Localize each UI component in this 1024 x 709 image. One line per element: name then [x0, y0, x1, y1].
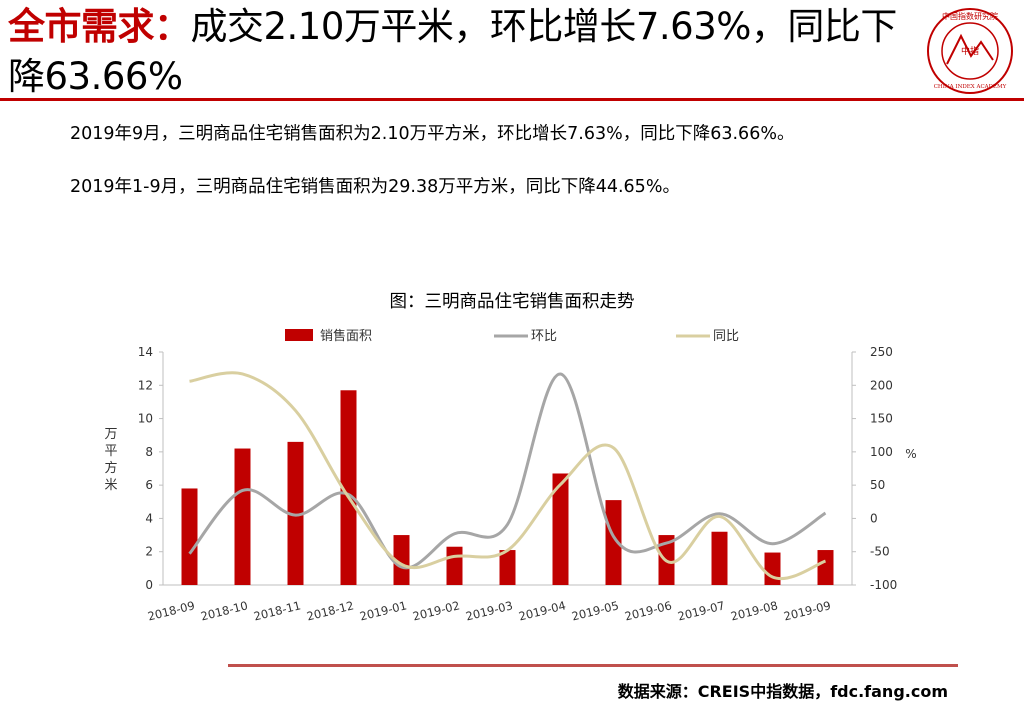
- y-tick-label-right: -100: [870, 578, 897, 592]
- y-tick-label-left: 12: [138, 378, 153, 392]
- bar-sales-area: [340, 390, 357, 585]
- y-tick-label-left: 2: [145, 545, 153, 559]
- footer-rule: [228, 664, 958, 667]
- bar-sales-area: [817, 550, 834, 585]
- legend-label-mom: 环比: [531, 329, 557, 344]
- page-title-highlight: 全市需求：: [8, 5, 191, 48]
- x-tick-label: 2019-04: [517, 598, 567, 623]
- y-tick-label-right: 200: [870, 378, 893, 392]
- x-tick-label: 2018-12: [305, 598, 355, 623]
- legend-swatch-sales-area: [285, 329, 313, 341]
- line-yoy: [189, 371, 827, 581]
- page-title: 全市需求：成交2.10万平米，环比增长7.63%，同比下降63.66%: [8, 2, 913, 102]
- x-tick-label: 2019-09: [782, 598, 832, 623]
- y-tick-label-left: 10: [138, 412, 153, 426]
- bar-sales-area: [393, 535, 410, 585]
- y-tick-label-left: 14: [138, 345, 153, 359]
- china-index-academy-logo: 中国指数研究院 中指 CHINA INDEX ACADEMY: [927, 8, 1013, 94]
- bar-sales-area: [499, 550, 516, 585]
- y-tick-label-right: 250: [870, 345, 893, 359]
- y-tick-label-right: 100: [870, 445, 893, 459]
- y2-axis-label: %: [905, 447, 916, 461]
- y-tick-label-left: 0: [145, 578, 153, 592]
- summary-ytd: 2019年1-9月，三明商品住宅销售面积为29.38万平方米，同比下降44.65…: [70, 177, 680, 197]
- y-tick-label-right: 50: [870, 478, 885, 492]
- x-tick-label: 2019-01: [358, 598, 408, 623]
- bar-sales-area: [234, 448, 251, 585]
- chart-title: 图：三明商品住宅销售面积走势: [389, 292, 635, 312]
- legend-label-yoy: 同比: [713, 329, 739, 344]
- data-source: 数据来源：CREIS中指数据，fdc.fang.com: [617, 682, 948, 701]
- x-tick-label: 2019-08: [729, 598, 779, 623]
- x-tick-label: 2018-10: [199, 598, 249, 623]
- y-tick-label-right: -50: [870, 545, 890, 559]
- y-axis-label-char: 平: [104, 444, 117, 459]
- page-title-text: 成交2.10万平米，环比增长7.63%，同比下降63.66%: [8, 5, 897, 98]
- summary-monthly: 2019年9月，三明商品住宅销售面积为2.10万平方米，环比增长7.63%，同比…: [70, 124, 795, 144]
- y-tick-label-left: 6: [145, 478, 153, 492]
- line-mom: [188, 372, 827, 570]
- bar-sales-area: [181, 488, 198, 585]
- bar-sales-area: [605, 500, 622, 585]
- x-tick-label: 2018-11: [252, 598, 302, 623]
- header-rule: [0, 98, 1024, 101]
- y-axis-label-char: 方: [104, 460, 117, 476]
- bar-sales-area: [711, 531, 728, 585]
- bar-sales-area: [287, 441, 304, 585]
- y-tick-label-right: 0: [870, 511, 878, 525]
- y-axis-label-char: 万: [104, 427, 117, 442]
- logo-text-center: 中指: [961, 45, 979, 57]
- bar-sales-area: [446, 546, 463, 585]
- y-tick-label-left: 8: [145, 445, 153, 459]
- x-tick-label: 2019-05: [570, 598, 620, 623]
- bar-sales-area: [764, 552, 781, 585]
- x-tick-label: 2019-06: [623, 598, 673, 623]
- x-tick-label: 2019-03: [464, 598, 514, 623]
- logo-text-bottom: CHINA INDEX ACADEMY: [934, 84, 1007, 90]
- logo-text-top: 中国指数研究院: [942, 11, 998, 21]
- bar-sales-area: [552, 473, 569, 585]
- x-tick-label: 2018-09: [146, 598, 196, 623]
- x-tick-label: 2019-07: [676, 598, 726, 623]
- y-tick-label-right: 150: [870, 412, 893, 426]
- y-tick-label-left: 4: [145, 511, 153, 525]
- y-axis-label-char: 米: [104, 478, 117, 493]
- legend-label-sales-area: 销售面积: [320, 328, 372, 344]
- x-tick-label: 2019-02: [411, 598, 461, 623]
